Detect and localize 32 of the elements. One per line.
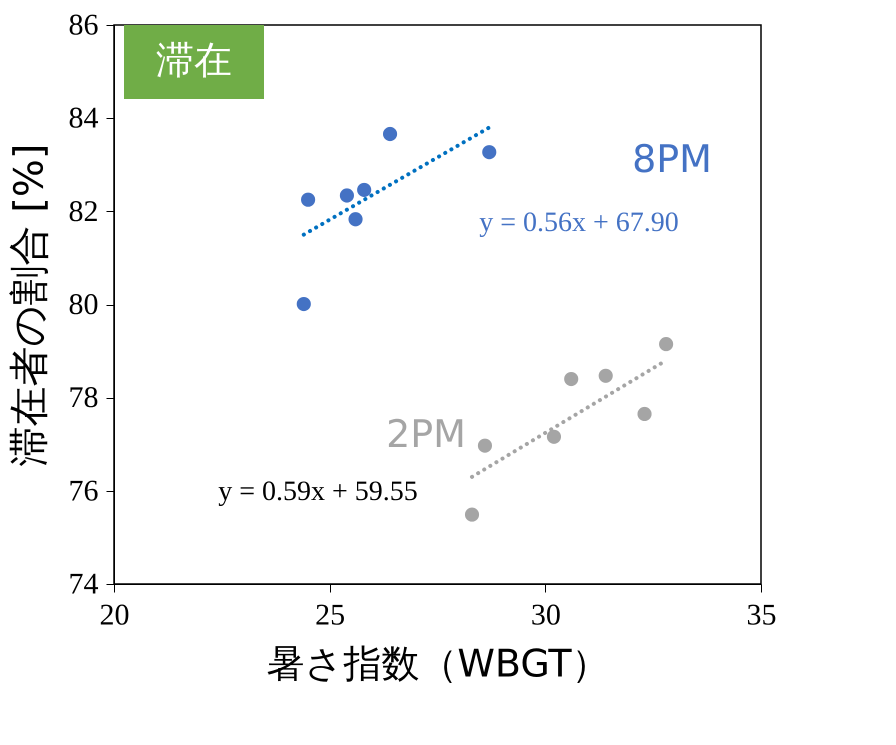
point <box>357 182 372 197</box>
point <box>348 212 363 226</box>
point <box>637 406 652 422</box>
point <box>382 126 398 142</box>
y-tick-label: 80 <box>68 288 98 321</box>
y-tick-label: 82 <box>68 194 98 228</box>
x-tick-label: 30 <box>530 598 561 632</box>
point <box>598 368 613 383</box>
series-label: 2PM <box>386 412 466 456</box>
point <box>340 188 354 203</box>
annotation: y = 0.56x + 67.90 <box>479 207 679 238</box>
annotation: 滞在 <box>156 38 232 82</box>
y-tick-label: 84 <box>68 102 98 135</box>
annotation: y = 0.59x + 59.55 <box>218 476 418 507</box>
point <box>564 372 578 386</box>
point <box>659 337 674 352</box>
text: 8PM <box>632 137 712 181</box>
y-axis-title: 滞在者の割合 [%] <box>6 144 52 466</box>
point <box>301 192 316 207</box>
y-tick-label: 76 <box>68 474 98 508</box>
point <box>482 145 496 160</box>
y-tick-label: 74 <box>68 568 98 600</box>
y-tick-label: 86 <box>68 8 98 42</box>
point <box>296 296 311 312</box>
x-tick-label: 35 <box>746 598 776 632</box>
x-axis-title: 暑さ指数（WBGT） <box>266 642 610 686</box>
y-tick-label: 78 <box>68 381 98 414</box>
x-tick-label: 25 <box>315 598 346 632</box>
point <box>478 438 492 453</box>
x-tick-label: 20 <box>100 598 130 632</box>
point <box>464 508 480 522</box>
point <box>546 430 562 444</box>
